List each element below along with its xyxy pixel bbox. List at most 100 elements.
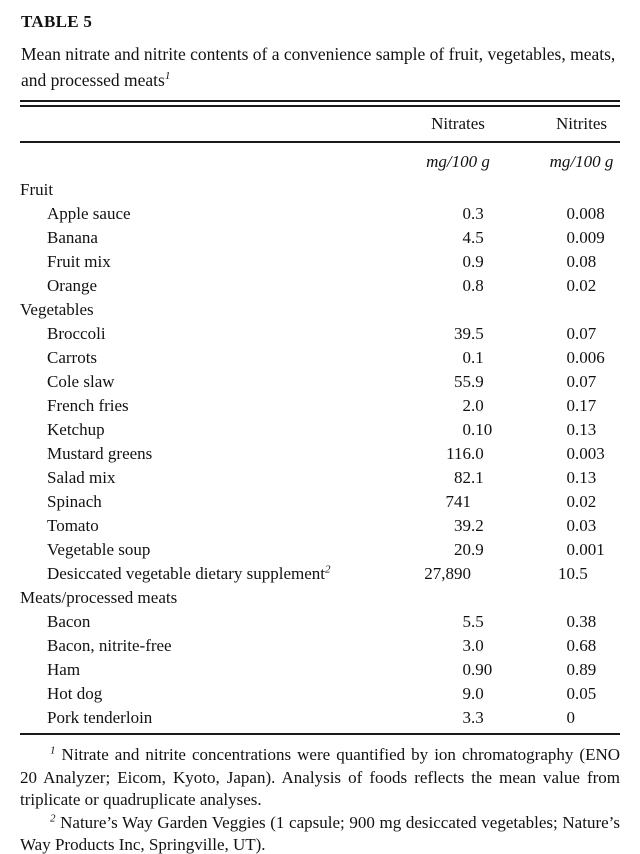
nitrites-value: 0.17 [566,396,597,415]
row-label: Tomato [47,516,99,535]
nitrates-value: 0.8 [462,276,484,295]
nitrites-value: 0.13 [566,420,597,439]
nitrates-value: 5.5 [462,612,484,631]
table-row: Cole slaw 55.9 0.07 [20,370,620,394]
nitrates-value: 9.0 [462,684,484,703]
row-label: Cole slaw [47,372,115,391]
nitrites-value: 0.003 [566,444,605,463]
table-caption-text: Mean nitrate and nitrite contents of a c… [21,44,616,90]
nitrites-value: 0.02 [566,276,597,295]
bottom-rule [20,733,620,735]
nitrites-value: 0.38 [566,612,597,631]
top-double-rule [20,100,620,107]
table-row: Tomato 39.2 0.03 [20,514,620,538]
section-label: Meats/processed meats [20,588,178,607]
table-body: Fruit Apple sauce 0.3 0.008 Banana 4.5 0… [20,178,620,730]
nitrites-value: 0.009 [566,228,605,247]
table-row: Carrots 0.1 0.006 [20,346,620,370]
table-row: Broccoli 39.5 0.07 [20,322,620,346]
table-row: Bacon 5.5 0.38 [20,610,620,634]
table-section-row: Vegetables [20,298,620,322]
column-header-nitrates: Nitrates [431,114,485,133]
table-row: Bacon, nitrite-free 3.0 0.68 [20,634,620,658]
nitrates-value: 116.0 [446,444,484,463]
footnote-1-marker: 1 [50,744,56,757]
units-nitrates: mg/100 g [426,152,490,171]
footnote-2-marker: 2 [50,811,56,824]
nitrites-value: 0.07 [566,324,597,343]
nitrates-value: 20.9 [454,540,484,559]
nitrates-value: 0.90 [462,660,493,679]
table-row: Orange 0.8 0.02 [20,274,620,298]
row-label: French fries [47,396,129,415]
table-row: Salad mix 82.1 0.13 [20,466,620,490]
nitrates-value: 39.5 [454,324,484,343]
nitrates-value: 82.1 [454,468,484,487]
row-label: Banana [47,228,98,247]
nitrates-value: 0.1 [462,348,484,367]
nitrites-value: 0.05 [566,684,597,703]
table-section-row: Meats/processed meats [20,586,620,610]
units-nitrites: mg/100 g [549,152,614,171]
row-label: Pork tenderloin [47,708,153,727]
nitrates-value: 2.0 [462,396,484,415]
table-row: Vegetable soup 20.9 0.001 [20,538,620,562]
row-label: Carrots [47,348,98,367]
row-label: Mustard greens [47,444,153,463]
row-label: Bacon, nitrite-free [47,636,172,655]
row-label: Ham [47,660,81,679]
table-row: Banana 4.5 0.009 [20,226,620,250]
table-row: Apple sauce 0.3 0.008 [20,202,620,226]
nitrites-value: 0 [566,708,576,727]
nitrites-value: 0.08 [566,252,597,271]
row-label: Spinach [47,492,102,511]
row-label: Apple sauce [47,204,131,223]
row-label: Hot dog [47,684,103,703]
table-row: Mustard greens 116.0 0.003 [20,442,620,466]
section-label: Fruit [20,180,54,199]
column-header-row: Nitrates Nitrites [20,107,620,141]
nitrites-value: 0.008 [566,204,605,223]
table-row: Hot dog 9.0 0.05 [20,682,620,706]
nitrates-value: 55.9 [454,372,484,391]
nitrites-value: 10.5 [558,564,588,583]
column-header-nitrites: Nitrites [556,114,607,133]
nitrites-value: 0.001 [566,540,605,559]
nitrates-value: 0.10 [462,420,493,439]
table-row: Desiccated vegetable dietary supplement2… [20,562,620,586]
table-row: Spinach 741 0.02 [20,490,620,514]
nitrates-value: 4.5 [462,228,484,247]
nitrites-value: 0.68 [566,636,597,655]
caption-footnote-marker: 1 [164,70,171,83]
table-label: TABLE 5 [21,12,93,31]
nitrates-value: 0.3 [462,204,484,223]
footnote-1: 1 Nitrate and nitrite concentrations wer… [20,744,620,812]
row-label: Fruit mix [47,252,111,271]
nitrites-value: 0.03 [566,516,597,535]
nitrates-value: 0.9 [462,252,484,271]
header-rule [20,141,620,143]
row-label: Ketchup [47,420,105,439]
footnote-1-text: Nitrate and nitrite concentrations were … [20,745,621,809]
table-row: Ketchup 0.10 0.13 [20,418,620,442]
row-footnote-marker: 2 [325,563,331,576]
nitrites-value: 0.07 [566,372,597,391]
table-row: Pork tenderloin 3.3 0 [20,706,620,730]
units-row: mg/100 g mg/100 g [20,143,620,178]
row-label: Salad mix [47,468,116,487]
nitrites-value: 0.13 [566,468,597,487]
row-label: Broccoli [47,324,106,343]
nitrites-value: 0.006 [566,348,605,367]
row-label: Bacon [47,612,91,631]
nitrates-value: 27,890 [424,564,471,583]
table-row: Fruit mix 0.9 0.08 [20,250,620,274]
footnote-2-text: Nature’s Way Garden Veggies (1 capsule; … [20,812,620,854]
table-section-row: Fruit [20,178,620,202]
nitrates-value: 39.2 [454,516,484,535]
nitrites-value: 0.89 [566,660,597,679]
footnotes: 1 Nitrate and nitrite concentrations wer… [20,744,620,854]
footnote-2: 2 Nature’s Way Garden Veggies (1 capsule… [20,812,620,854]
table-caption: Mean nitrate and nitrite contents of a c… [21,41,620,93]
table-row: French fries 2.0 0.17 [20,394,620,418]
